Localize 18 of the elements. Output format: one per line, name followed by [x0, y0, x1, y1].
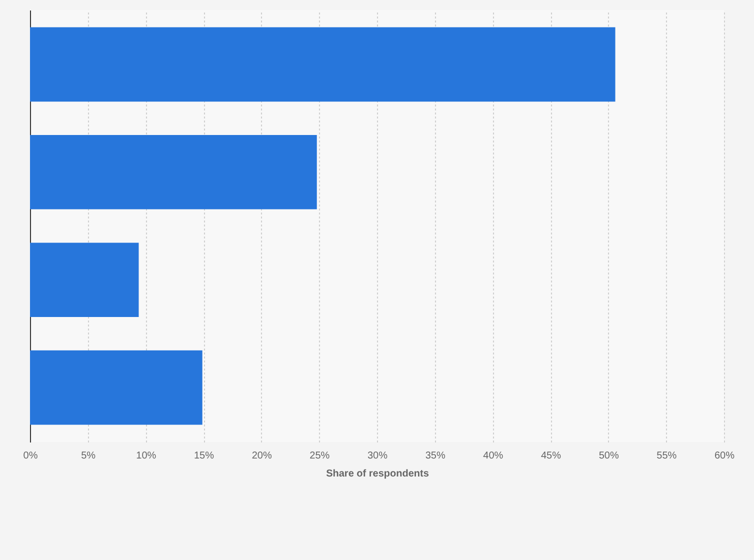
x-tick-label: 20% [252, 450, 272, 462]
bar [30, 350, 202, 425]
x-tick-label: 0% [23, 450, 38, 462]
bar [30, 134, 317, 210]
x-tick-label: 50% [598, 450, 619, 462]
x-tick-label: 60% [714, 450, 735, 462]
x-tick-label: 15% [194, 450, 214, 462]
x-tick-label: 25% [310, 450, 330, 462]
x-tick-label: 45% [540, 450, 562, 462]
x-tick-label: 10% [136, 450, 156, 462]
bar [30, 242, 139, 318]
bar [30, 27, 616, 102]
x-axis-title: Share of respondents [326, 468, 430, 480]
x-tick-label: 5% [81, 450, 96, 462]
x-tick-label: 40% [483, 450, 504, 462]
x-tick-label: 35% [425, 450, 446, 462]
x-tick-label: 30% [367, 450, 388, 462]
x-tick-label: 55% [656, 450, 677, 462]
